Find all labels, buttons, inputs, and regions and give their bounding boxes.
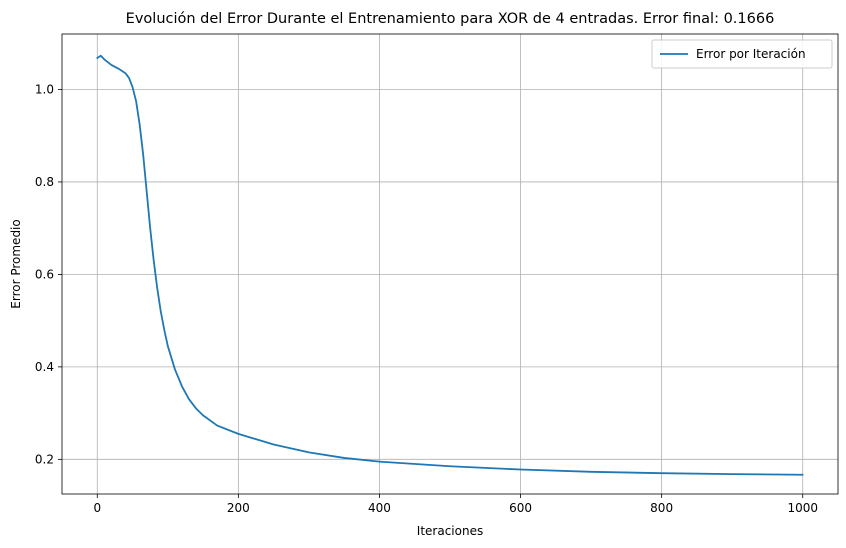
y-tick-label: 1.0 — [35, 82, 54, 96]
x-tick-label: 800 — [650, 501, 673, 515]
series-layer — [96, 54, 804, 476]
plot-frame — [61, 33, 839, 495]
y-tick-label: 0.8 — [35, 175, 54, 189]
y-tick-label: 0.6 — [35, 267, 54, 281]
x-tick-label: 200 — [227, 501, 250, 515]
x-axis-title: Iteraciones — [417, 524, 483, 538]
legend: Error por Iteración — [651, 39, 833, 69]
x-tick-label: 0 — [93, 501, 101, 515]
y-axis-title: Error Promedio — [9, 219, 23, 308]
grid-lines — [62, 34, 838, 494]
x-tick-label: 600 — [509, 501, 532, 515]
x-tick-label: 1000 — [787, 501, 818, 515]
y-tick-label: 0.2 — [35, 452, 54, 466]
y-tick-label: 0.4 — [35, 360, 54, 374]
legend-box — [651, 39, 833, 69]
chart-title: Evolución del Error Durante el Entrenami… — [126, 11, 775, 27]
x-tick-label: 400 — [368, 501, 391, 515]
axis-ticks: 0 200 400 600 800 1000 0.2 0.4 0.6 0.8 1.0 — [35, 82, 818, 515]
series-line — [96, 54, 804, 476]
legend-label: Error por Iteración — [696, 47, 806, 61]
